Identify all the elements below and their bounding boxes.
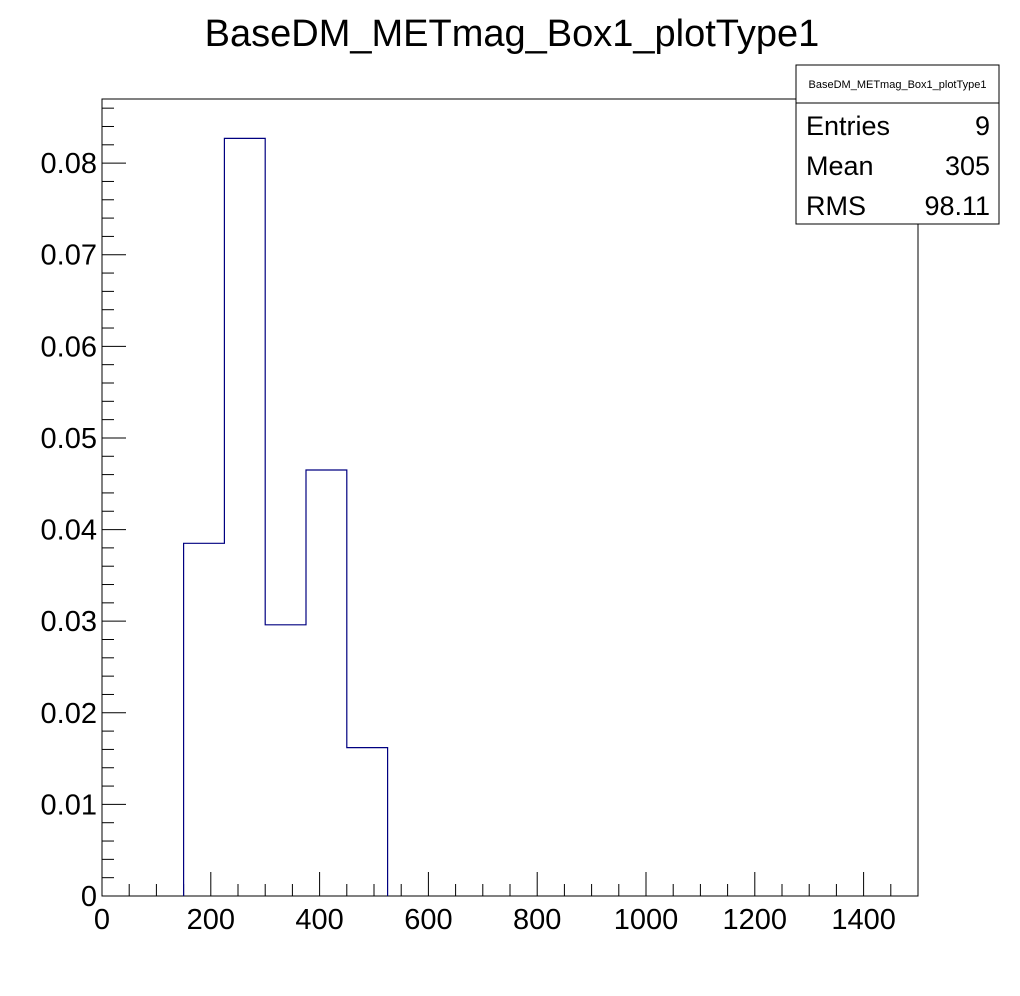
x-tick-label: 1000 xyxy=(614,904,679,936)
x-tick-label: 1400 xyxy=(831,904,896,936)
x-tick-label: 600 xyxy=(404,904,452,936)
y-tick-label: 0 xyxy=(81,881,97,913)
histogram-outline xyxy=(183,137,389,896)
stats-entries-label: Entries xyxy=(806,111,890,141)
stats-mean-value: 305 xyxy=(945,151,990,181)
y-tick-label: 0.05 xyxy=(41,423,97,455)
chart-title: BaseDM_METmag_Box1_plotType1 xyxy=(205,13,820,55)
y-tick-label: 0.07 xyxy=(41,240,97,272)
x-tick-label: 800 xyxy=(513,904,561,936)
y-tick-label: 0.06 xyxy=(41,331,97,363)
histogram-bin xyxy=(347,748,388,896)
stats-rms-label: RMS xyxy=(806,191,866,221)
stats-entries-value: 9 xyxy=(975,111,990,141)
y-tick-label: 0.04 xyxy=(41,515,97,547)
histogram-bins xyxy=(184,138,388,896)
y-axis: 0 0.01 0.02 0.03 0.04 0.05 0.06 0.07 0.08 xyxy=(41,107,126,913)
stats-mean-label: Mean xyxy=(806,151,874,181)
histogram-bin xyxy=(184,543,225,896)
histogram-bin xyxy=(265,625,306,896)
y-tick-label: 0.02 xyxy=(41,698,97,730)
stats-rms-value: 98.11 xyxy=(924,191,990,221)
stats-box-header: BaseDM_METmag_Box1_plotType1 xyxy=(809,79,987,91)
x-tick-label: 200 xyxy=(187,904,235,936)
y-tick-label: 0.01 xyxy=(41,789,97,821)
histogram-bin xyxy=(306,470,347,896)
x-tick-label: 1200 xyxy=(723,904,788,936)
x-tick-label: 0 xyxy=(94,904,110,936)
y-tick-label: 0.08 xyxy=(41,148,97,180)
stats-box: BaseDM_METmag_Box1_plotType1 Entries 9 M… xyxy=(795,64,1000,225)
x-tick-label: 400 xyxy=(295,904,343,936)
y-tick-label: 0.03 xyxy=(41,606,97,638)
x-axis: 0 200 400 600 800 1000 1200 1400 xyxy=(94,872,919,936)
histogram-bin xyxy=(224,138,265,896)
stats-box-frame xyxy=(795,64,1000,225)
